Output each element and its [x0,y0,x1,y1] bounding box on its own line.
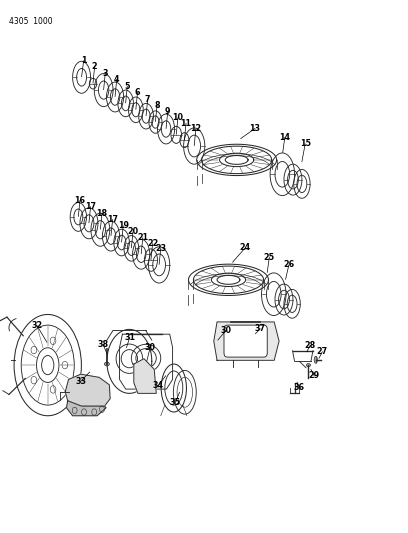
Text: 3: 3 [102,69,108,77]
Ellipse shape [104,362,109,366]
Text: 30: 30 [145,343,155,352]
Text: 12: 12 [190,125,202,133]
Text: 9: 9 [165,108,171,116]
FancyBboxPatch shape [224,325,267,357]
Ellipse shape [306,364,310,367]
Text: 17: 17 [107,215,118,224]
Text: 16: 16 [75,196,85,205]
Text: 2: 2 [92,62,98,70]
Text: 6: 6 [135,88,140,97]
Polygon shape [65,374,110,406]
Text: 5: 5 [124,82,130,91]
Polygon shape [134,359,156,393]
Text: 20: 20 [127,228,139,236]
Text: 34: 34 [153,382,164,390]
Text: 25: 25 [264,253,275,262]
Text: 14: 14 [279,133,290,142]
Text: 22: 22 [147,239,158,248]
Text: 38: 38 [98,341,109,349]
Text: 4: 4 [114,75,120,84]
Polygon shape [214,322,279,360]
Text: 36: 36 [294,383,304,392]
Text: 8: 8 [154,101,160,109]
Text: 23: 23 [155,244,166,253]
Text: 33: 33 [75,377,86,385]
Text: 19: 19 [118,222,129,230]
Text: 13: 13 [250,124,260,133]
Text: 7: 7 [145,95,151,103]
Text: 30: 30 [221,326,231,335]
Text: 32: 32 [31,321,42,329]
Ellipse shape [314,357,317,364]
Polygon shape [67,401,106,416]
Text: 18: 18 [96,209,108,217]
Text: 17: 17 [85,203,96,211]
Text: 4305  1000: 4305 1000 [9,17,53,26]
Text: 31: 31 [124,333,135,342]
Text: 21: 21 [137,233,149,242]
Text: 26: 26 [283,261,295,269]
Text: 29: 29 [308,372,320,380]
Text: 28: 28 [304,341,316,350]
Text: 37: 37 [255,325,266,333]
Text: 10: 10 [173,114,183,122]
Text: 27: 27 [317,348,328,356]
Text: 1: 1 [81,56,86,65]
Text: 24: 24 [239,244,251,252]
Text: 11: 11 [181,119,191,127]
Text: 15: 15 [300,140,310,148]
Text: 35: 35 [170,398,181,407]
